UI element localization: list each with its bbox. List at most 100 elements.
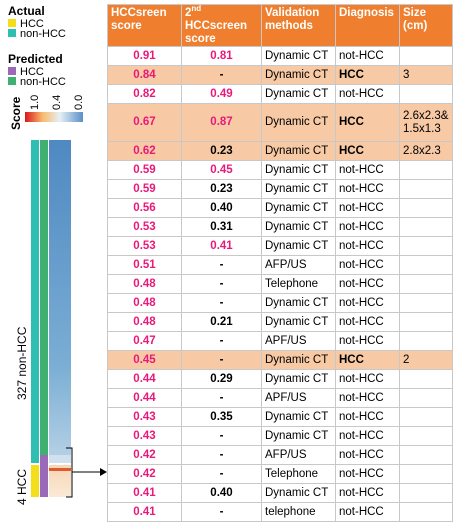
size-value: 2.6x2.3& — [403, 109, 449, 122]
validation-method-cell: APF/US — [261, 388, 336, 408]
group-label-hcc: 4 HCC — [15, 469, 29, 505]
legend-actual-hcc-label: HCC — [20, 18, 44, 30]
hccscreen-score-cell: 0.47 — [107, 331, 182, 351]
table-row: 0.56 0.40 Dynamic CT not-HCC — [107, 198, 453, 218]
legend-predicted-title: Predicted — [8, 52, 63, 66]
size-cell — [399, 236, 453, 256]
hccscreen-score-cell: 0.43 — [107, 426, 182, 446]
validation-method-cell: Dynamic CT — [261, 217, 336, 237]
legend-actual-title: Actual — [8, 4, 45, 18]
table-row: 0.82 0.49 Dynamic CT not-HCC — [107, 84, 453, 104]
validation-method-cell: Dynamic CT — [261, 483, 336, 503]
hccscreen-score-cell: 0.48 — [107, 274, 182, 294]
score-tick-1: 1.0 — [29, 95, 41, 110]
size-cell — [399, 445, 453, 465]
table-row: 0.67 0.87 Dynamic CT HCC 2.6x2.3& 1.5x1.3 — [107, 103, 453, 142]
second-score-cell: 0.40 — [181, 198, 262, 218]
diagnosis-cell: not-HCC — [335, 331, 400, 351]
validation-method-cell: Dynamic CT — [261, 426, 336, 446]
diagnosis-cell: not-HCC — [335, 464, 400, 484]
table-row: 0.91 0.81 Dynamic CT not-HCC — [107, 46, 453, 66]
second-score-cell: 0.41 — [181, 236, 262, 256]
second-score-cell: 0.87 — [181, 103, 262, 142]
table-row: 0.84- Dynamic CT HCC 3 — [107, 65, 453, 85]
diagnosis-cell: not-HCC — [335, 445, 400, 465]
second-score-cell: 0.21 — [181, 312, 262, 332]
second-score-cell: - — [181, 255, 262, 275]
size-cell: 2.8x2.3 — [399, 141, 453, 161]
diagnosis-cell: not-HCC — [335, 426, 400, 446]
hccscreen-score-cell: 0.53 — [107, 217, 182, 237]
second-score-cell: 0.35 — [181, 407, 262, 427]
arrow-head — [100, 468, 107, 476]
legend-actual-hcc-swatch — [8, 19, 16, 27]
second-score-cell: - — [181, 445, 262, 465]
diagnosis-cell: not-HCC — [335, 236, 400, 256]
validation-method-cell: Dynamic CT — [261, 312, 336, 332]
table-row: 0.47- APF/US not-HCC — [107, 331, 453, 351]
second-score-cell: - — [181, 350, 262, 370]
legend-predicted-nonhcc-swatch — [8, 77, 16, 85]
legend-predicted-hcc-swatch — [8, 67, 16, 75]
second-score-cell: - — [181, 426, 262, 446]
hccscreen-score-cell: 0.62 — [107, 141, 182, 161]
validation-method-cell: Dynamic CT — [261, 369, 336, 389]
header-hccscreen-score: HCCsreen score — [107, 4, 182, 47]
legend-actual-nonhcc-swatch — [8, 29, 16, 37]
hccscreen-score-cell: 0.48 — [107, 293, 182, 313]
header-validation-methods: Validation methods — [261, 4, 336, 47]
diagnosis-cell: not-HCC — [335, 274, 400, 294]
second-score-cell: 0.40 — [181, 483, 262, 503]
validation-method-cell: APF/US — [261, 331, 336, 351]
hccscreen-score-cell: 0.45 — [107, 350, 182, 370]
validation-method-cell: Telephone — [261, 274, 336, 294]
validation-method-cell: AFP/US — [261, 255, 336, 275]
table-row: 0.48- Dynamic CT not-HCC — [107, 293, 453, 313]
heatmap-panel: Actual HCC non-HCC Predicted HCC non-HCC… — [8, 4, 107, 505]
table-row: 0.48- Telephone not-HCC — [107, 274, 453, 294]
second-score-cell: - — [181, 65, 262, 85]
second-score-cell: - — [181, 331, 262, 351]
table-row: 0.43 0.35 Dynamic CT not-HCC — [107, 407, 453, 427]
validation-method-cell: Dynamic CT — [261, 198, 336, 218]
legend-actual-nonhcc-label: non-HCC — [20, 28, 66, 40]
hccscreen-score-cell: 0.84 — [107, 65, 182, 85]
table-row: 0.42- Telephone not-HCC — [107, 464, 453, 484]
table-row: 0.59 0.23 Dynamic CT not-HCC — [107, 179, 453, 199]
header-second-score: 2nd HCCscreen score — [181, 4, 262, 47]
size-cell — [399, 426, 453, 446]
table-row: 0.51- AFP/US not-HCC — [107, 255, 453, 275]
hccscreen-score-cell: 0.59 — [107, 179, 182, 199]
size-cell — [399, 293, 453, 313]
size-cell — [399, 369, 453, 389]
score-tick-0-4: 0.4 — [51, 95, 63, 110]
validation-method-cell: Dynamic CT — [261, 160, 336, 180]
size-cell — [399, 274, 453, 294]
hccscreen-score-cell: 0.43 — [107, 407, 182, 427]
diagnosis-cell: not-HCC — [335, 483, 400, 503]
predicted-column-hcc — [40, 465, 48, 497]
validation-method-cell: AFP/US — [261, 445, 336, 465]
second-score-cell: 0.45 — [181, 160, 262, 180]
score-transition — [49, 455, 71, 463]
diagnosis-cell: not-HCC — [335, 46, 400, 66]
second-score-cell: - — [181, 388, 262, 408]
table-row: 0.48 0.21 Dynamic CT not-HCC — [107, 312, 453, 332]
validation-method-cell: Telephone — [261, 464, 336, 484]
second-score-cell: 0.23 — [181, 179, 262, 199]
size-cell — [399, 217, 453, 237]
size-cell — [399, 46, 453, 66]
hccscreen-score-cell: 0.56 — [107, 198, 182, 218]
validation-method-cell: Dynamic CT — [261, 350, 336, 370]
predicted-transition-hcc — [40, 455, 48, 465]
second-score-cell: - — [181, 293, 262, 313]
hccscreen-score-cell: 0.41 — [107, 483, 182, 503]
diagnosis-cell: not-HCC — [335, 198, 400, 218]
size-value: 3 — [403, 68, 410, 81]
diagnosis-cell: not-HCC — [335, 369, 400, 389]
score-colorbar — [25, 112, 83, 122]
table-row: 0.42- AFP/US not-HCC — [107, 445, 453, 465]
results-table: HCCsreen score 2nd HCCscreen score Validat… — [107, 4, 453, 522]
diagnosis-cell: HCC — [335, 350, 400, 370]
